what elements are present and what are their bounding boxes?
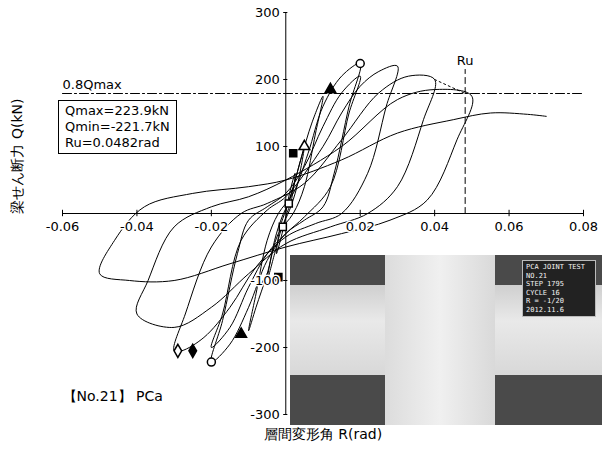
svg-text:-0.02: -0.02 xyxy=(195,219,229,234)
svg-text:-200: -200 xyxy=(250,340,280,355)
svg-text:0.08: 0.08 xyxy=(569,219,598,234)
svg-text:0.04: 0.04 xyxy=(420,219,449,234)
html-text:STEP 1795: STEP 1795 xyxy=(526,280,564,288)
svg-text:-100: -100 xyxy=(250,273,280,288)
html-text:Qmin=-221.7kN: Qmin=-221.7kN xyxy=(65,119,170,134)
svg-text:-300: -300 xyxy=(250,407,280,422)
svg-text:0.06: 0.06 xyxy=(495,219,524,234)
svg-text:層間変形角 R(rad): 層間変形角 R(rad) xyxy=(264,426,382,442)
html-text:NO.21: NO.21 xyxy=(526,271,548,280)
svg-text:Ru: Ru xyxy=(457,53,474,68)
html-text:Ru=0.0482rad: Ru=0.0482rad xyxy=(65,135,160,150)
html-text:CYCLE 16: CYCLE 16 xyxy=(526,288,560,297)
svg-text:0.02: 0.02 xyxy=(346,219,375,234)
svg-text:100: 100 xyxy=(255,139,280,154)
svg-text:-0.06: -0.06 xyxy=(46,219,80,234)
html-text:Qmax=223.9kN: Qmax=223.9kN xyxy=(65,103,169,118)
svg-text:梁せん断力 Q(kN): 梁せん断力 Q(kN) xyxy=(9,99,25,214)
svg-text:0.8Qmax: 0.8Qmax xyxy=(63,77,123,92)
svg-text:-0.04: -0.04 xyxy=(120,219,154,234)
html-text:R = -1/20: R = -1/20 xyxy=(526,297,564,305)
svg-text:【No.21】 PCa: 【No.21】 PCa xyxy=(63,388,163,404)
svg-text:200: 200 xyxy=(255,72,280,87)
html-text:2012.11.6: 2012.11.6 xyxy=(526,305,564,314)
html-text:PCA JOINT TEST: PCA JOINT TEST xyxy=(526,263,585,271)
svg-text:300: 300 xyxy=(255,5,280,20)
